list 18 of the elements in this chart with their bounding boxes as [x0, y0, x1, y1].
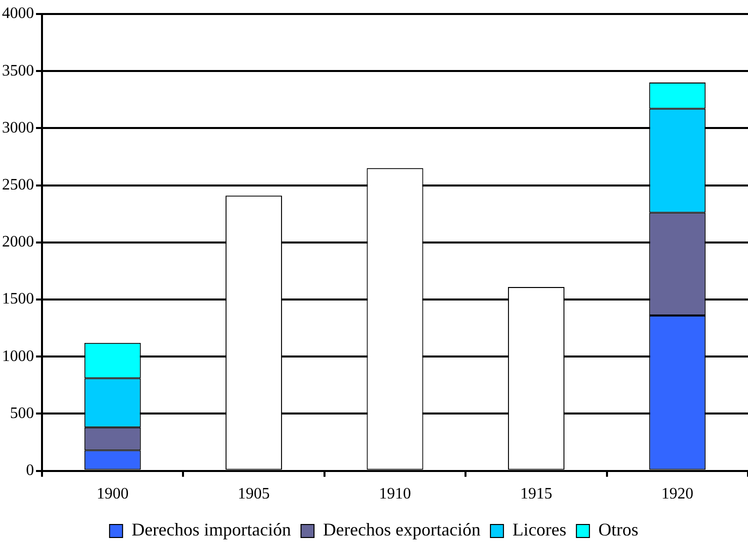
y-tick-label: 4000 [2, 5, 34, 22]
y-tick-label: 3000 [2, 119, 34, 136]
x-tick-label: 1915 [520, 486, 552, 503]
y-tick-label: 0 [26, 462, 34, 480]
x-tick-label: 1900 [96, 486, 129, 503]
y-tick-label: 3500 [2, 62, 34, 80]
legend-label: Derechos importación [132, 520, 292, 540]
y-tick-label: 2000 [2, 234, 34, 251]
x-tick-label: 1910 [379, 486, 411, 503]
x-tick-label: 1905 [238, 486, 270, 503]
y-tick-label: 1000 [2, 348, 34, 365]
x-tick-label: 1920 [661, 486, 694, 503]
legend-label: Derechos exportación [323, 520, 480, 540]
y-tick-label: 2500 [2, 176, 34, 194]
y-tick-label: 500 [10, 404, 34, 422]
legend-label: Licores [512, 520, 566, 540]
y-tick-label: 1500 [2, 290, 34, 308]
legend-label: Otros [598, 520, 638, 540]
